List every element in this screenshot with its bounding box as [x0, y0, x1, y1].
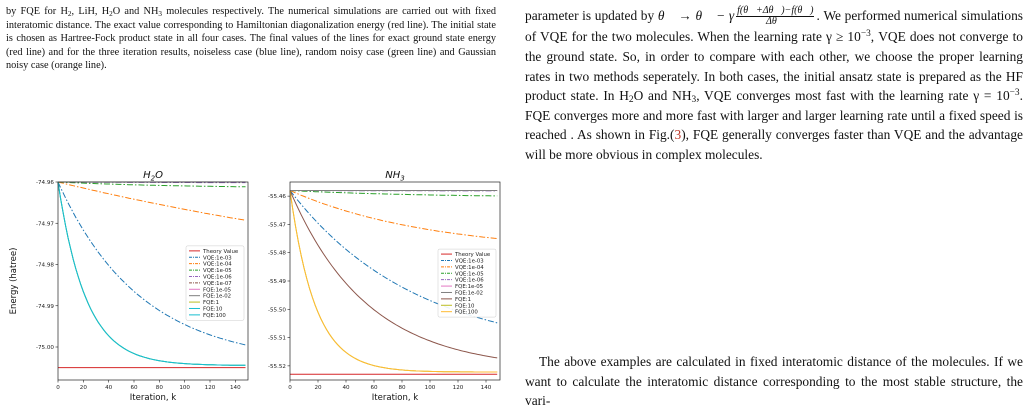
y-tick-label: -75.00: [36, 345, 54, 351]
caption-seg: by FQE for H: [6, 6, 68, 17]
legend-label: Theory Value: [202, 249, 239, 255]
legend-label: VQE:1e-06: [203, 274, 232, 280]
x-tick-label: 120: [453, 385, 464, 391]
series-line: [57, 181, 246, 366]
caption-seg: molecules respectively. The numerical si…: [6, 6, 496, 72]
caption-seg: , LiH, H: [71, 6, 110, 17]
figure-reference-link[interactable]: 3: [674, 127, 682, 143]
legend-label: FQE:1: [203, 300, 219, 306]
x-tick-label: 140: [230, 385, 241, 391]
body-text: . We performed numerical simulations of …: [525, 8, 1023, 45]
caption-seg: O and NH: [112, 6, 159, 17]
caption-sub: 2: [109, 10, 113, 18]
y-tick-label: -55.48: [268, 251, 286, 257]
body-text: , VQE converges most fast with the learn…: [696, 88, 1010, 104]
y-tick-label: -55.46: [268, 194, 286, 200]
chart-svg: NH3 0 20 40 60 80 100 120 140 -55.46 -55.47 -55.48 -…: [268, 170, 501, 403]
legend-label: FQE:10: [203, 306, 223, 312]
body-text: , VQE does not converge to the ground st…: [525, 29, 1023, 104]
legend-label: VQE:1e-03: [455, 258, 484, 264]
caption-sub: 3: [158, 10, 163, 18]
x-tick-label: 20: [80, 385, 88, 391]
y-tick-label: -55.47: [268, 222, 286, 228]
y-tick-label: -74.98: [36, 263, 54, 269]
x-tick-label: 60: [370, 385, 378, 391]
caption-sub: 2: [67, 10, 72, 18]
y-tick-label: -74.99: [36, 304, 54, 310]
legend-box: [185, 245, 245, 321]
chart-title: NH3: [385, 170, 404, 183]
x-tick-label: 0: [288, 385, 292, 391]
x-tick-label: 40: [342, 385, 350, 391]
equation-numerator: f(θ⃗+Δθ⃗)−f(θ⃗): [736, 5, 815, 18]
series-line: [57, 181, 246, 346]
x-tick-label: 140: [481, 385, 492, 391]
subscript: 3: [691, 95, 697, 106]
y-tick-label: -55.52: [268, 364, 286, 370]
legend-label: FQE:1e-02: [203, 294, 231, 300]
h2o-energy-chart: H2O 0 20 40 60 80 100 120 140 -74.96 -74.97 -74.98 -…: [6, 165, 254, 405]
series-line: [57, 181, 246, 188]
legend-label: FQE:100: [455, 310, 478, 316]
x-tick-label: 100: [179, 385, 190, 391]
x-tick-label: 120: [205, 385, 216, 391]
y-tick-label: -74.97: [36, 221, 54, 227]
legend-label: FQE:1e-05: [203, 287, 231, 293]
legend-label: VQE:1e-05: [455, 271, 484, 277]
y-tick-label: -55.49: [268, 279, 286, 285]
y-tick-label: -74.96: [36, 180, 54, 186]
x-tick-label: 80: [398, 385, 406, 391]
body-paragraph: parameter is updated by θ⃗ → θ⃗ − γ f(θ⃗+…: [525, 6, 1023, 165]
legend-label: VQE:1e-03: [203, 255, 232, 261]
x-tick-label: 60: [130, 385, 138, 391]
figure-caption: by FQE for H2, LiH, H2O and NH3 molecule…: [6, 5, 496, 73]
legend-label: VQE:1e-06: [455, 278, 484, 284]
y-axis-label: Energy (hatree): [9, 248, 19, 315]
body-paragraph-2: The above examples are calculated in fix…: [525, 352, 1023, 411]
body-text: O and NH: [633, 88, 692, 104]
x-tick-label: 80: [156, 385, 164, 391]
series-line: [289, 190, 498, 373]
equation-fraction: f(θ⃗+Δθ⃗)−f(θ⃗) Δθ⃗: [736, 5, 815, 28]
exponent: −3: [860, 29, 871, 40]
y-tick-label: -55.50: [268, 307, 286, 313]
body-text: . FQE converges more and more fast with …: [525, 88, 1023, 143]
legend-label: VQE:1e-07: [203, 281, 232, 287]
x-tick-label: 100: [425, 385, 436, 391]
body-text: ), FQE generally converges faster than V…: [525, 127, 1023, 162]
x-tick-label: 20: [314, 385, 322, 391]
legend-label: FQE:1e-02: [455, 290, 483, 296]
legend-label: FQE:1: [455, 297, 471, 303]
legend-label: VQE:1e-04: [455, 265, 484, 271]
series-line: [289, 190, 498, 359]
legend-label: FQE:1e-05: [455, 284, 483, 290]
x-tick-label: 0: [56, 385, 60, 391]
subscript: 2: [628, 95, 634, 106]
nh3-energy-chart: NH3 0 20 40 60 80 100 120 140 -55.46 -55.47 -55.48 -…: [258, 165, 508, 405]
legend-label: FQE:10: [455, 303, 475, 309]
body-text: parameter is updated by: [525, 8, 658, 23]
caption-text: by FQE for H2, LiH, H2O and NH3 molecule…: [6, 5, 496, 73]
plot-frame: [57, 181, 249, 381]
equation-denominator: Δθ⃗: [766, 16, 785, 28]
legend-label: VQE:1e-04: [203, 262, 232, 268]
chart-svg: H2O 0 20 40 60 80 100 120 140 -74.96 -74.97 -74.98 -…: [9, 170, 249, 403]
exponent: −3: [1009, 88, 1020, 99]
x-axis-label: Iteration, k: [372, 393, 418, 403]
series-line: [57, 181, 246, 221]
legend-label: FQE:100: [203, 313, 226, 319]
x-axis-label: Iteration, k: [130, 393, 176, 403]
update-equation: θ⃗ → θ⃗ − γ: [657, 8, 735, 23]
body-text: The above examples are calculated in fix…: [525, 354, 1023, 409]
x-tick-label: 40: [105, 385, 113, 391]
chart-title: H2O: [143, 170, 163, 183]
legend-box: [437, 248, 497, 318]
legend-label: VQE:1e-05: [203, 268, 232, 274]
legend-label: Theory Value: [454, 252, 491, 258]
series-line: [289, 190, 498, 239]
y-tick-label: -55.51: [268, 336, 286, 342]
series-line: [289, 190, 498, 197]
